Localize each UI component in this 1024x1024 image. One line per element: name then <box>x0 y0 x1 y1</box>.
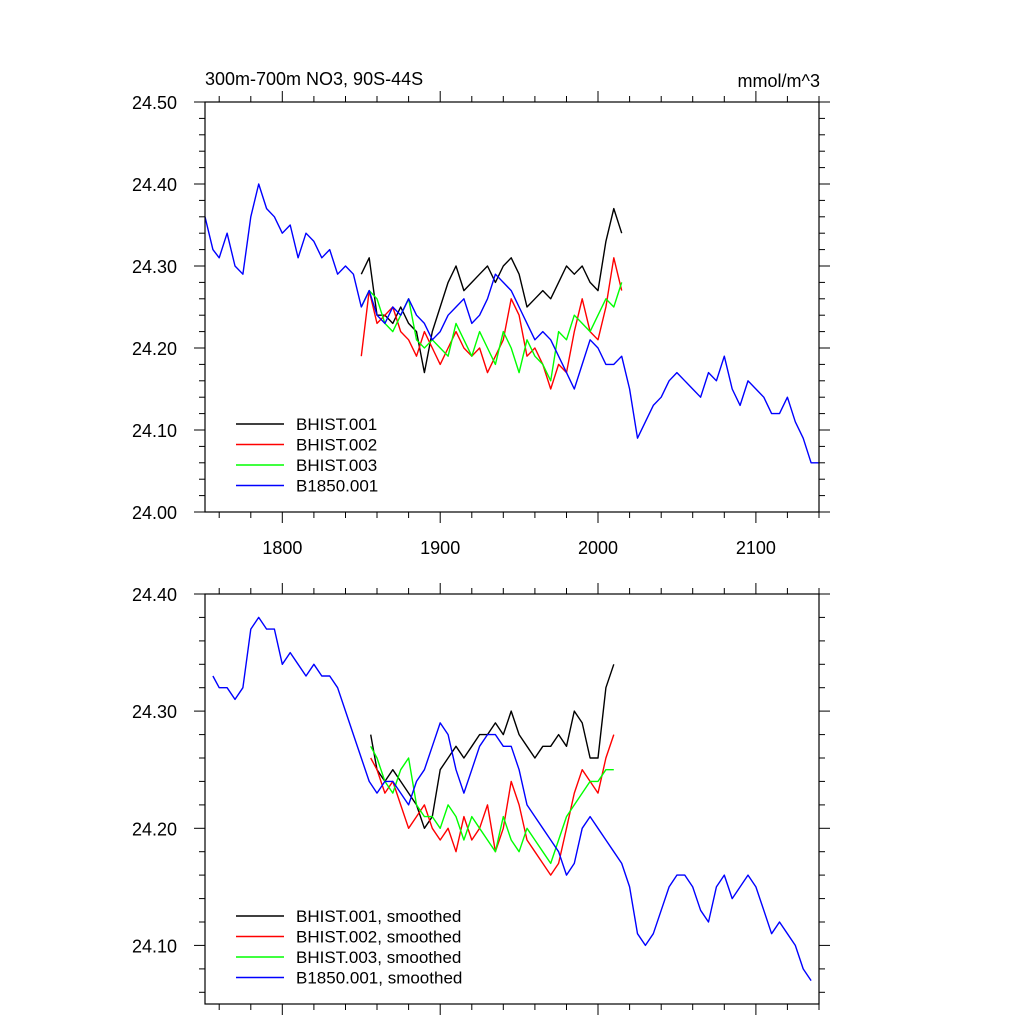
x-tick-label: 2000 <box>578 538 618 558</box>
x-tick-label: 2100 <box>736 538 776 558</box>
bottom-plot-frame <box>204 593 820 1005</box>
top-panel-plot: 1800 1900 2000 2100 24.00 24.10 24.20 24.30 24.4… <box>132 91 830 558</box>
y-tick-label: 24.40 <box>132 585 177 605</box>
y-tick-label: 24.50 <box>132 93 177 113</box>
series-line-b1850-001 <box>212 616 812 981</box>
bottom-series-group <box>212 616 812 981</box>
series-line-bhist-001 <box>370 664 615 829</box>
top-axis-ticks: 1800 1900 2000 2100 24.00 24.10 24.20 24.30 24.4… <box>132 91 830 558</box>
y-tick-label: 24.30 <box>132 257 177 277</box>
legend-label: BHIST.001 <box>296 415 377 434</box>
legend-label: BHIST.002 <box>296 436 377 455</box>
legend-label: B1850.001 <box>296 477 378 496</box>
series-line-bhist-003 <box>370 745 614 865</box>
figure-title: 300m-700m NO3, 90S-44S <box>205 69 423 89</box>
bottom-axis-ticks: 24.10 24.20 24.30 24.40 <box>132 583 830 1015</box>
legend-label: BHIST.003 <box>296 456 377 475</box>
y-tick-label: 24.10 <box>132 421 177 441</box>
series-line-bhist-002 <box>370 734 615 876</box>
units-label: mmol/m^3 <box>738 71 820 91</box>
series-line-b1850-001 <box>204 183 819 464</box>
y-tick-label: 24.20 <box>132 339 177 359</box>
legend-label: BHIST.003, smoothed <box>296 948 461 967</box>
bottom-panel-plot: 24.10 24.20 24.30 24.40 BHIST.001, smoothed… <box>132 583 830 1015</box>
y-tick-label: 24.20 <box>132 819 177 839</box>
y-tick-label: 24.30 <box>132 702 177 722</box>
y-tick-label: 24.00 <box>132 503 177 523</box>
legend-label: BHIST.001, smoothed <box>296 907 461 926</box>
y-tick-label: 24.10 <box>132 936 177 956</box>
x-tick-label: 1800 <box>262 538 302 558</box>
series-line-bhist-001 <box>360 207 623 374</box>
bottom-legend: BHIST.001, smoothed BHIST.002, smoothedBH… <box>236 907 462 988</box>
x-tick-label: 1900 <box>420 538 460 558</box>
series-line-bhist-002 <box>360 257 623 390</box>
top-series-group <box>204 183 819 464</box>
legend-label: BHIST.002, smoothed <box>296 928 461 947</box>
legend-label: B1850.001, smoothed <box>296 969 462 988</box>
top-plot-frame <box>204 101 820 513</box>
y-tick-label: 24.40 <box>132 175 177 195</box>
